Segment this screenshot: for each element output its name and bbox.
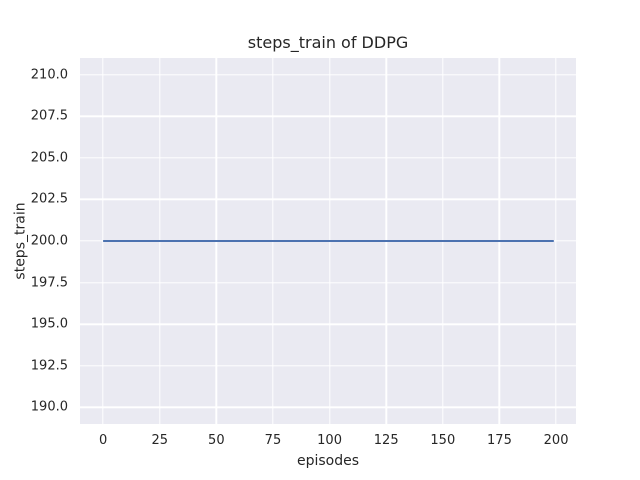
y-tick-label: 192.5	[30, 358, 68, 374]
x-tick-label: 175	[487, 433, 512, 448]
y-tick-label: 200.0	[30, 233, 68, 249]
x-tick-label: 50	[208, 433, 225, 448]
chart-title: steps_train of DDPG	[247, 33, 409, 52]
x-tick-label: 75	[264, 433, 282, 448]
y-tick-label: 190.0	[30, 399, 68, 415]
y-tick-label: 195.0	[30, 316, 68, 332]
plot-area	[80, 58, 576, 424]
gridline-horizontal	[80, 281, 576, 284]
y-tick-label: 207.5	[30, 108, 68, 124]
gridline-horizontal	[80, 323, 576, 325]
x-tick-label: 100	[317, 433, 342, 448]
gridline-horizontal	[80, 157, 576, 159]
y-tick-label: 202.5	[30, 191, 68, 207]
y-tick-label: 197.5	[30, 275, 68, 291]
y-tick-label: 205.0	[30, 150, 68, 166]
gridline-horizontal	[80, 115, 576, 117]
gridline-horizontal	[80, 365, 576, 367]
line-series-svg	[103, 240, 554, 242]
gridline-horizontal	[80, 406, 576, 409]
y-tick-label: 210.0	[30, 67, 68, 83]
x-tick-label: 0	[98, 433, 108, 448]
x-tick-label: 25	[151, 433, 168, 448]
x-axis-label: episodes	[296, 453, 360, 469]
gridline-horizontal	[80, 73, 576, 76]
x-tick-label: 200	[543, 433, 569, 448]
x-tick-label: 125	[373, 433, 399, 448]
gridline-horizontal	[80, 198, 576, 201]
x-tick-label: 150	[430, 433, 456, 448]
